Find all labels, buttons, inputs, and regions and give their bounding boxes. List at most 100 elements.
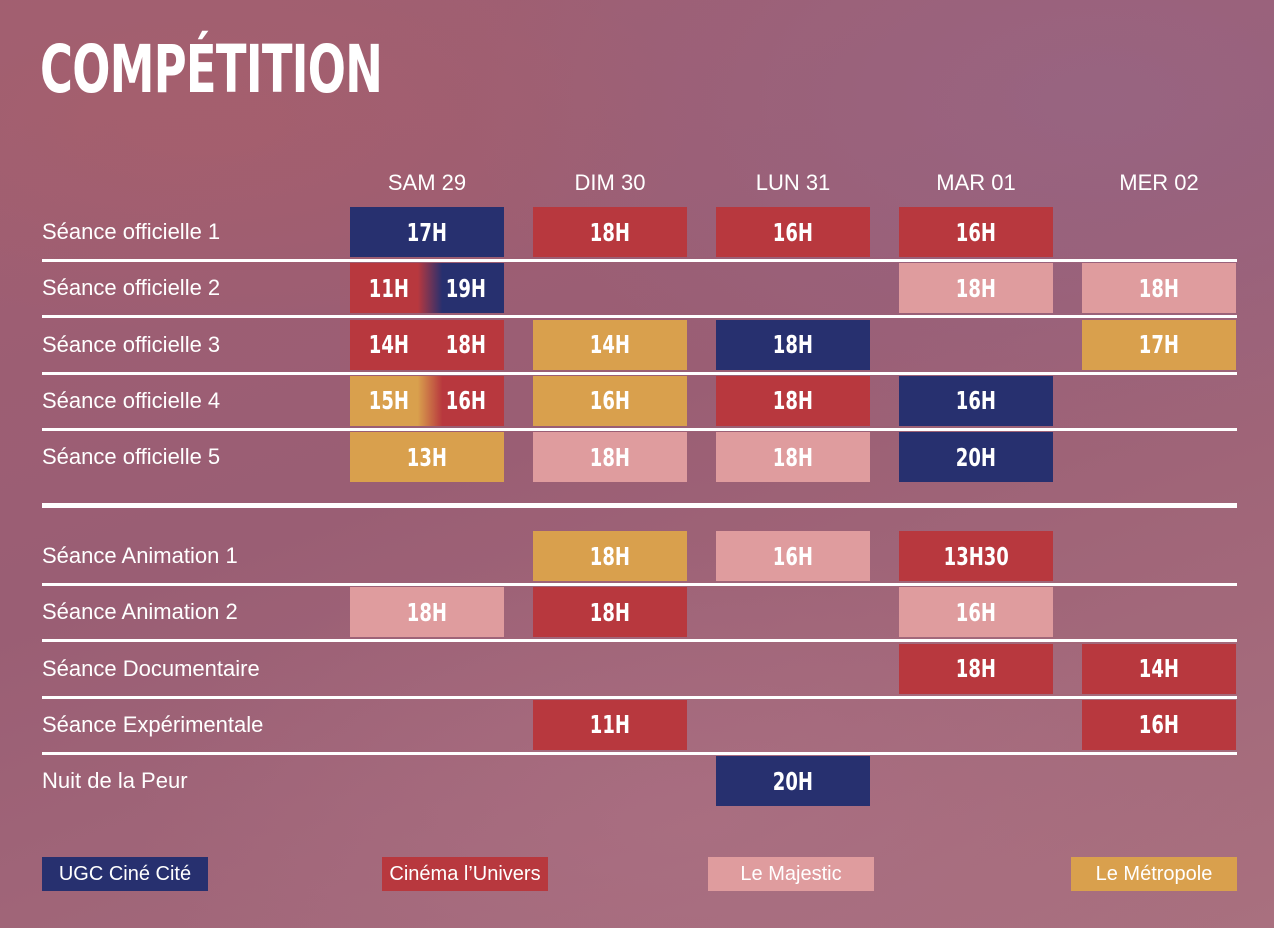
screening-time: 16H [955,597,997,627]
screening-cell-dim-30: 18H [533,432,687,483]
screening-cell-lun-31: 18H [716,432,870,483]
screening-cell-mer-02: 18H [1082,263,1236,314]
screening-cell-sam-29: 11H 19H [350,263,504,314]
legend-cinema-l-univers: Cinéma l’Univers [382,857,548,891]
section-divider [42,503,1237,508]
schedule-row-seance-officielle-3: Séance officielle 3 14H 18H 14H 18H 17H [0,319,1274,370]
legend-le-metropole: Le Métropole [1071,857,1237,891]
screening-cell-mer-02: 16H [1082,699,1236,750]
schedule-row-seance-animation-1: Séance Animation 1 18H 16H 13H30 [0,531,1274,581]
screening-time: 18H [589,217,631,247]
row-label: Séance officielle 1 [42,219,221,244]
screening-time: 16H [589,386,631,416]
screening-cell-lun-31: 16H [716,531,870,581]
screening-cell-mar-01: 18H [899,263,1053,314]
screening-time: 16H [955,217,997,247]
screening-time: 11H [589,710,631,740]
screening-cell-dim-30: 14H [533,319,687,370]
screening-cell-sam-29: 14H 18H [350,319,504,370]
row-divider [42,695,1237,699]
screening-cell-mar-01: 13H30 [899,531,1053,581]
schedule-row-nuit-de-la-peur: Nuit de la Peur 20H [0,756,1274,807]
screening-time: 18H [955,654,997,684]
schedule-row-seance-experimentale: Séance Expérimentale 11H 16H [0,699,1274,750]
screening-cell-dim-30: 11H [533,699,687,750]
day-header: SAM 29 DIM 30 LUN 31 MAR 01 MER 02 [0,166,1274,200]
screening-time: 20H [772,766,814,796]
screening-cell-lun-31: 16H [716,207,870,257]
screening-cell-lun-31: 18H [716,319,870,370]
screening-time: 11H [368,273,409,303]
row-label: Séance officielle 3 [42,331,221,357]
screening-time: 18H [589,541,631,571]
row-label: Séance Animation 2 [42,599,238,625]
screening-time: 18H [406,597,448,627]
screening-cell-lun-31: 20H [716,756,870,807]
screening-cell-sam-29: 15H 16H [350,375,504,426]
screening-cell-mar-01: 20H [899,432,1053,483]
row-label: Séance Documentaire [42,655,260,681]
day-header-sam-29: SAM 29 [387,170,467,195]
screening-cell-dim-30: 18H [533,587,687,638]
screening-cell-sam-29: 17H [350,207,504,257]
day-header-dim-30: DIM 30 [574,170,646,195]
screening-time: 14H [589,330,631,360]
screening-cell-mar-01: 16H [899,587,1053,638]
screening-time: 18H [772,386,814,416]
row-divider [42,639,1237,643]
row-label: Séance officielle 5 [42,444,221,470]
day-header-mar-01: MAR 01 [936,170,1016,195]
screening-cell-mar-01: 16H [899,375,1053,426]
screening-time: 16H [1138,710,1180,740]
screening-cell-sam-29: 18H [350,587,504,638]
screening-time: 19H [445,273,486,303]
page-title: COMPÉTITION [40,31,383,108]
screening-cell-sam-29: 13H [350,432,504,483]
row-label: Séance officielle 4 [42,387,221,413]
screening-time: 18H [1138,273,1180,303]
screening-cell-dim-30: 18H [533,207,687,257]
day-header-lun-31: LUN 31 [755,170,831,195]
schedule-row-seance-officielle-1: Séance officielle 1 17H 18H 16H 16H [0,207,1274,257]
screening-cell-lun-31: 18H [716,375,870,426]
row-divider [42,259,1237,262]
row-divider [42,583,1237,586]
screening-time: 13H30 [943,541,1009,571]
schedule-row-seance-officielle-5: Séance officielle 5 13H 18H 18H 20H [0,432,1274,483]
screening-time: 14H [368,330,409,360]
screening-time: 17H [1138,330,1180,360]
screening-time: 16H [772,541,814,571]
screening-cell-mer-02: 17H [1082,319,1236,370]
row-divider [42,427,1237,431]
row-label: Séance Expérimentale [42,711,264,737]
legend-le-majestic: Le Majestic [708,857,874,891]
screening-cell-mer-02: 14H [1082,643,1236,694]
schedule-row-seance-documentaire: Séance Documentaire 18H 14H [0,643,1274,694]
screening-time: 13H [406,442,448,472]
day-header-mer-02: MER 02 [1119,170,1199,195]
screening-time: 18H [589,597,631,627]
screening-time: 18H [445,330,486,360]
screening-time: 15H [368,386,409,416]
screening-cell-mar-01: 18H [899,643,1053,694]
screening-time: 18H [772,330,814,360]
screening-time: 17H [406,217,448,247]
screening-time: 16H [955,386,997,416]
screening-time: 18H [772,442,814,472]
schedule-row-seance-animation-2: Séance Animation 2 18H 18H 16H [0,587,1274,638]
screening-time: 16H [772,217,814,247]
legend-ugc-cine-cite: UGC Ciné Cité [42,857,208,891]
row-label: Nuit de la Peur [42,768,188,794]
screening-cell-mar-01: 16H [899,207,1053,257]
schedule-row-seance-officielle-2: Séance officielle 2 11H 19H 18H 18H [0,263,1274,314]
screening-cell-dim-30: 16H [533,375,687,426]
row-label: Séance Animation 1 [42,543,238,568]
row-divider [42,315,1237,319]
row-divider [42,751,1237,755]
schedule-row-seance-officielle-4: Séance officielle 4 15H 16H 16H 18H 16H [0,375,1274,426]
screening-time: 20H [955,442,997,472]
row-divider [42,371,1237,375]
screening-time: 16H [445,386,486,416]
screening-time: 18H [955,273,997,303]
screening-cell-dim-30: 18H [533,531,687,581]
